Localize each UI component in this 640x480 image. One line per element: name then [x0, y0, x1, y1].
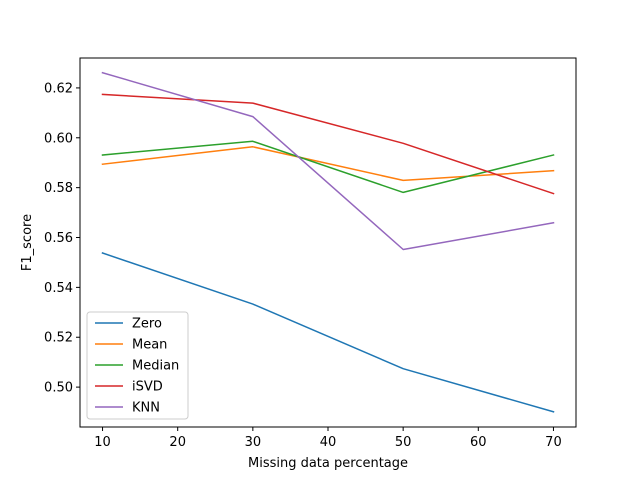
- y-tick-label: 0.50: [44, 381, 73, 396]
- x-tick-label: 50: [395, 435, 412, 450]
- series-line-median: [101, 140, 555, 194]
- x-tick-label: 20: [169, 435, 186, 450]
- y-tick-label: 0.62: [44, 81, 73, 96]
- series-line-isvd: [101, 93, 555, 195]
- y-axis-label: F1_score: [20, 214, 35, 271]
- x-axis-ticks: 10 20 30 40 50 60 70: [94, 427, 562, 450]
- plot-marks: [101, 71, 555, 413]
- x-tick-label: 10: [94, 435, 111, 450]
- legend-label-mean: Mean: [132, 338, 167, 353]
- x-tick-label: 30: [245, 435, 262, 450]
- legend-label-isvd: iSVD: [132, 380, 163, 395]
- legend-box: [86, 311, 189, 420]
- y-tick-label: 0.54: [44, 281, 73, 296]
- x-tick-label: 70: [545, 435, 562, 450]
- y-tick-label: 0.56: [44, 231, 73, 246]
- x-tick-label: 40: [320, 435, 337, 450]
- y-tick-label: 0.52: [44, 331, 73, 346]
- y-axis-ticks: 0.50 0.52 0.54 0.56 0.58 0.60 0.62: [44, 81, 80, 396]
- legend-label-knn: KNN: [132, 401, 160, 416]
- y-tick-label: 0.60: [44, 131, 73, 146]
- series-line-mean: [101, 146, 555, 182]
- series-line-knn: [101, 71, 555, 251]
- legend-label-median: Median: [132, 359, 179, 374]
- x-tick-label: 60: [470, 435, 487, 450]
- series-line-zero: [101, 252, 555, 413]
- x-axis-label: Missing data percentage: [248, 456, 408, 471]
- legend-label-zero: Zero: [132, 317, 162, 332]
- legend: Zero Mean Median iSVD KNN: [86, 311, 189, 420]
- y-tick-label: 0.58: [44, 181, 73, 196]
